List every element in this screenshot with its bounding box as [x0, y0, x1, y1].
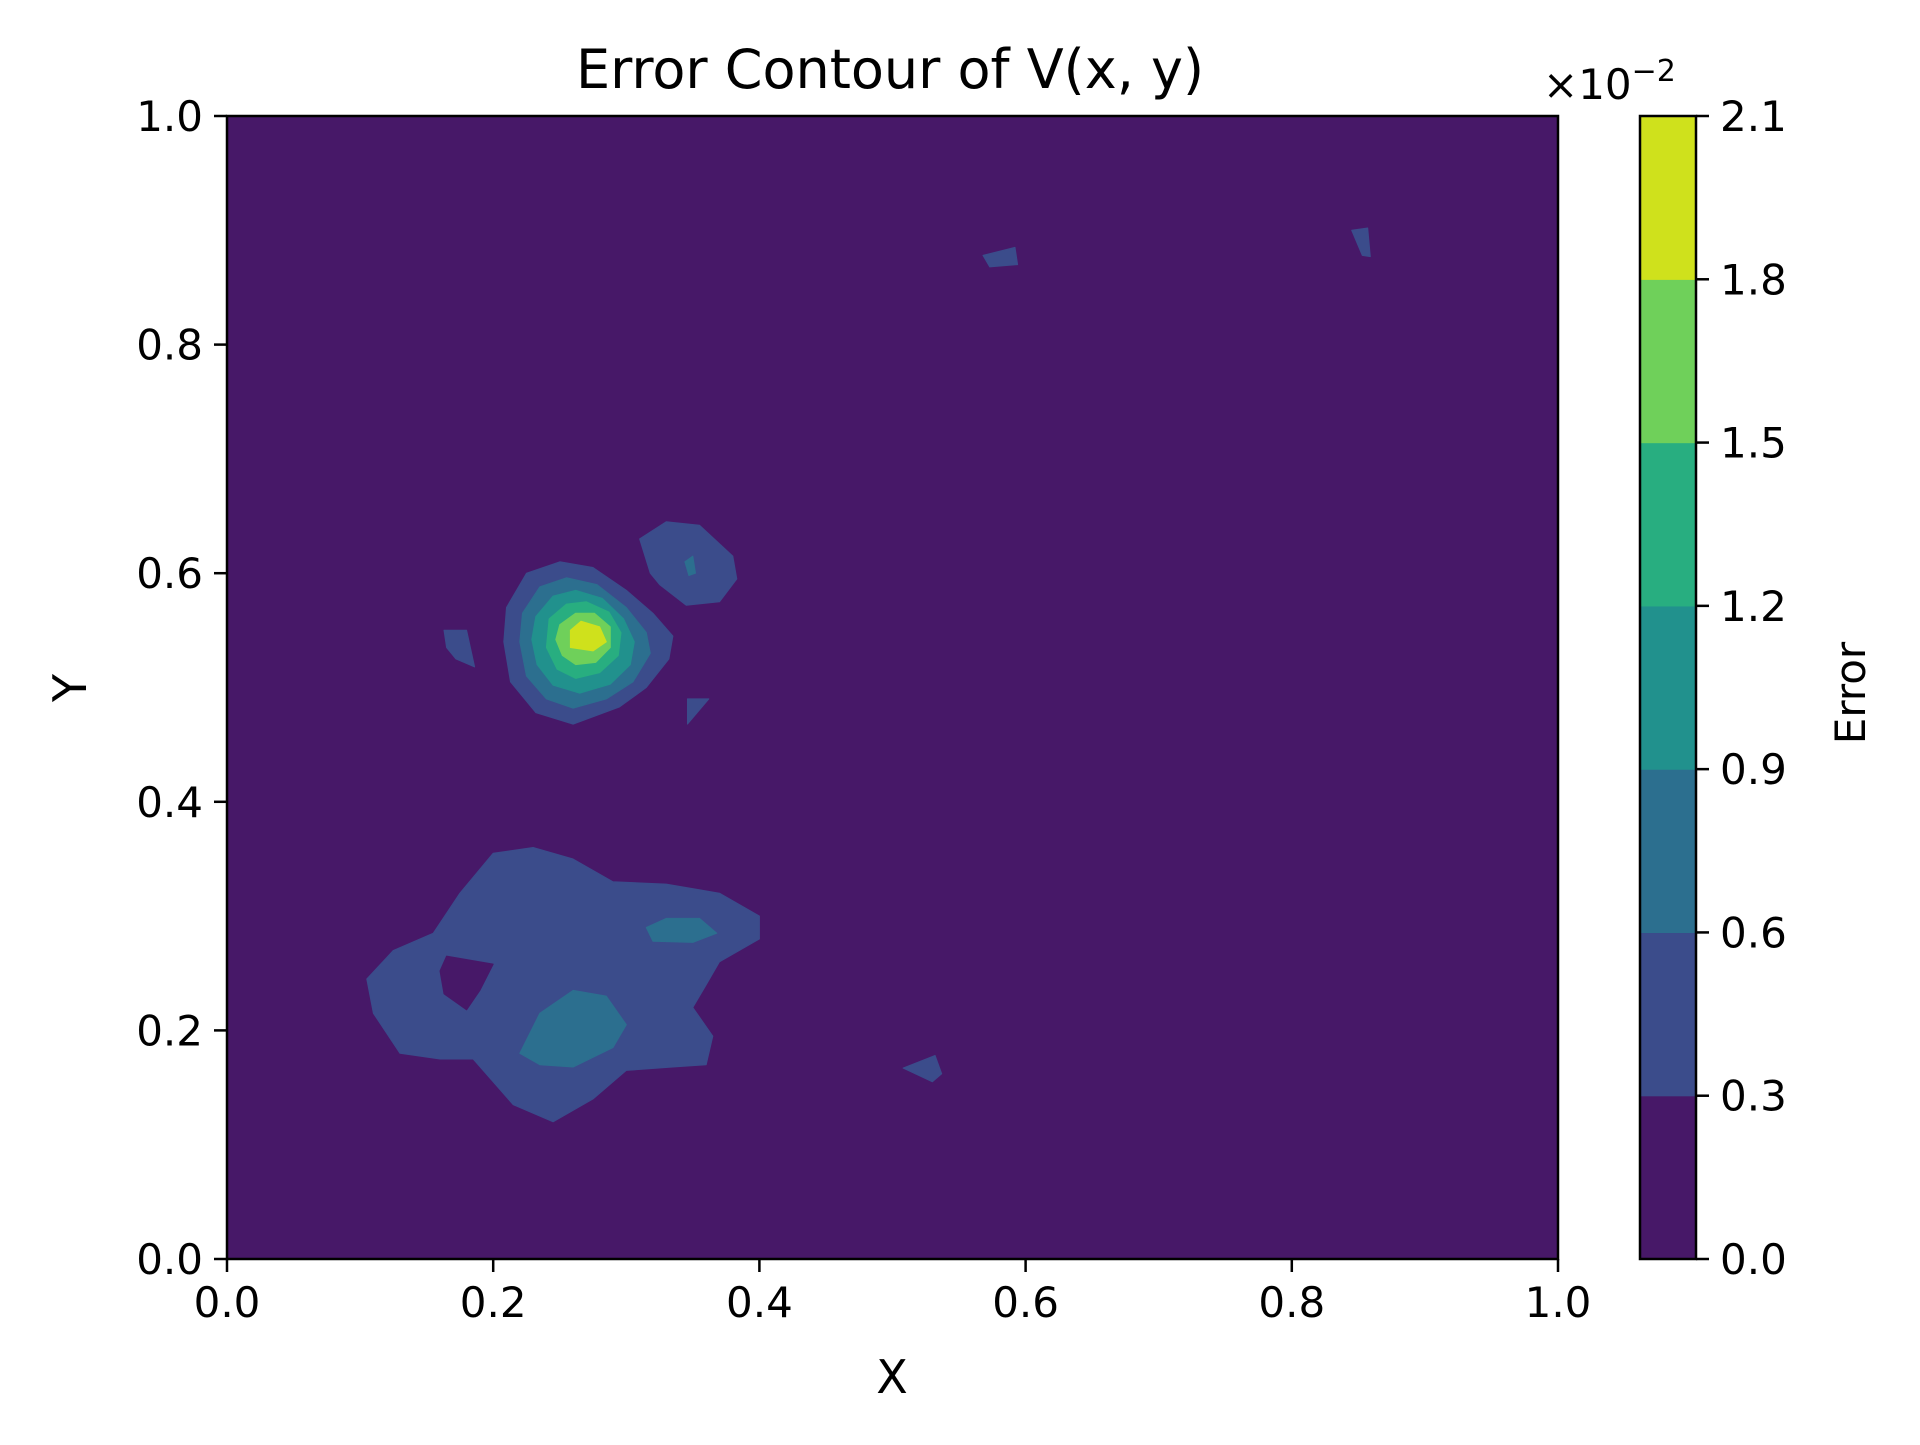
contour-region-16: [982, 246, 1019, 268]
y-tick-label: 0.4: [136, 778, 203, 827]
y-tick-label: 0.2: [136, 1006, 203, 1055]
colorbar-band-7: [1640, 116, 1696, 280]
y-axis-label: Y: [43, 673, 97, 703]
y-tick-label: 0.0: [136, 1235, 203, 1284]
colorbar-frame: [1638, 114, 1698, 1261]
contour-region-3: [519, 989, 627, 1068]
colorbar-band-1: [1640, 1095, 1696, 1260]
colorbar-tick-label: 0.9: [1720, 745, 1787, 794]
contour-region-17: [1351, 227, 1371, 258]
chart-title: Error Contour of V(x, y): [576, 38, 1204, 101]
x-axis: 0.0 0.2 0.4 0.6 0.8 1.0: [194, 1259, 1592, 1327]
y-axis: 0.0 0.2 0.4 0.6 0.8 1.0: [136, 92, 227, 1284]
x-tick-label: 0.4: [726, 1278, 793, 1327]
y-tick-label: 1.0: [136, 92, 203, 141]
colorbar-tick-label: 0.6: [1720, 908, 1787, 957]
y-tick-label: 0.8: [136, 321, 203, 370]
plot-frame: [225, 114, 1560, 1261]
colorbar-tick-label: 1.2: [1720, 582, 1787, 631]
colorbar-tick-label: 0.3: [1720, 1072, 1787, 1121]
colorbar-band-3: [1640, 769, 1696, 934]
colorbar-band-2: [1640, 932, 1696, 1097]
contour-region-2: [439, 955, 494, 1011]
colorbar-tick-label: 2.1: [1720, 92, 1787, 141]
colorbar-tick-label: 1.8: [1720, 255, 1787, 304]
colorbar-band-4: [1640, 605, 1696, 770]
x-tick-label: 0.6: [992, 1278, 1059, 1327]
contour-region-1: [366, 847, 760, 1123]
x-tick-label: 0.0: [194, 1278, 261, 1327]
contour-region-13: [443, 629, 476, 668]
x-axis-label: X: [876, 1350, 908, 1404]
colorbar: 0.0 0.3 0.6 0.9 1.2 1.5 1.8 2.1: [1638, 92, 1787, 1284]
colorbar-tick-label: 0.0: [1720, 1235, 1787, 1284]
contour-region-15: [902, 1055, 943, 1083]
contour-region-4: [645, 917, 718, 943]
x-tick-label: 0.8: [1258, 1278, 1325, 1327]
colorbar-band-5: [1640, 442, 1696, 607]
contour-region-14: [687, 698, 710, 725]
plot-area: [227, 116, 1558, 1259]
colorbar-label: Error: [1826, 641, 1875, 744]
colorbar-scale-label: ×10−2: [1543, 54, 1676, 109]
contour-region-12: [569, 620, 607, 652]
y-tick-label: 0.6: [136, 549, 203, 598]
x-tick-label: 1.0: [1525, 1278, 1592, 1327]
x-tick-label: 0.2: [460, 1278, 527, 1327]
contour-region-6: [684, 555, 696, 576]
colorbar-tick-label: 1.5: [1720, 419, 1787, 468]
contour-regions: [366, 227, 1371, 1123]
colorbar-band-6: [1640, 279, 1696, 444]
